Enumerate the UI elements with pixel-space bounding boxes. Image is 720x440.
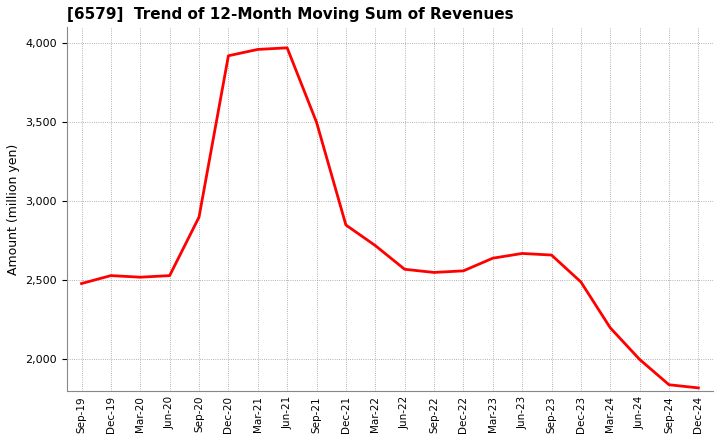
Text: [6579]  Trend of 12-Month Moving Sum of Revenues: [6579] Trend of 12-Month Moving Sum of R… xyxy=(67,7,513,22)
Y-axis label: Amount (million yen): Amount (million yen) xyxy=(7,143,20,275)
